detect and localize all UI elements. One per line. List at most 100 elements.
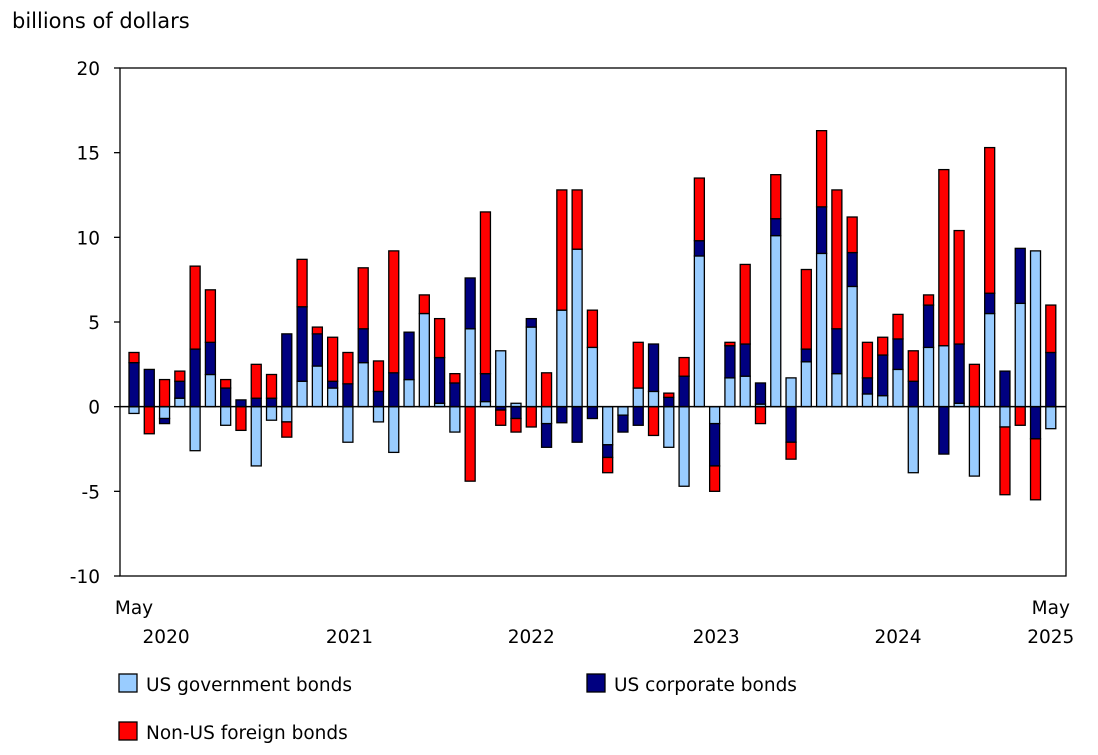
bar-group	[968, 363, 981, 477]
bar-segment-us-corporate-bonds	[250, 397, 262, 408]
bar-group	[984, 146, 996, 408]
bar-group	[403, 331, 415, 408]
bar-segment-non-us-foreign-bonds	[739, 263, 751, 345]
bar-segment-us-government-bonds	[1014, 302, 1026, 408]
bar-segment-non-us-foreign-bonds	[540, 372, 553, 408]
bar-segment-us-government-bonds	[449, 406, 461, 433]
bar-segment-us-corporate-bonds	[220, 387, 232, 408]
bar-segment-non-us-foreign-bonds	[388, 250, 400, 374]
y-tick-label: -5	[82, 482, 100, 503]
bar-segment-us-corporate-bonds	[158, 417, 171, 425]
bar-segment-non-us-foreign-bonds	[510, 417, 522, 433]
bar-segment-us-government-bonds	[693, 255, 706, 408]
bar-segment-non-us-foreign-bonds	[678, 356, 690, 377]
bar-segment-us-government-bonds	[708, 406, 721, 425]
x-tick-year-label: 2022	[508, 627, 555, 648]
bar-segment-non-us-foreign-bonds	[464, 406, 476, 482]
bar-group	[892, 313, 904, 408]
bar-segment-us-government-bonds	[296, 380, 308, 408]
bar-segment-non-us-foreign-bonds	[296, 258, 308, 308]
bar-segment-us-corporate-bonds	[708, 422, 721, 467]
bar-segment-non-us-foreign-bonds	[800, 268, 812, 350]
bar-group	[922, 294, 935, 408]
bar-segment-us-government-bonds	[770, 234, 782, 408]
y-axis-label: billions of dollars	[12, 9, 190, 33]
bar-segment-non-us-foreign-bonds	[220, 378, 232, 389]
bar-segment-us-corporate-bonds	[128, 361, 140, 408]
bar-segment-us-government-bonds	[265, 406, 278, 421]
bar-group	[708, 406, 721, 492]
legend-swatch-us-government-bonds	[118, 673, 138, 693]
bar-segment-us-corporate-bonds	[922, 304, 935, 349]
bar-group	[1029, 250, 1042, 501]
bar-segment-non-us-foreign-bonds	[281, 421, 293, 438]
bar-segment-non-us-foreign-bonds	[479, 211, 492, 375]
bar-segment-us-corporate-bonds	[433, 356, 446, 404]
bar-segment-us-corporate-bonds	[571, 406, 583, 443]
bar-segment-non-us-foreign-bonds	[174, 370, 186, 382]
bar-segment-us-government-bonds	[617, 406, 629, 416]
x-tick-year-label: 2023	[693, 627, 740, 648]
bar-group	[143, 368, 155, 435]
bar-segment-us-corporate-bonds	[984, 292, 996, 315]
legend-item-us-government-bonds: US government bonds	[118, 673, 352, 696]
bar-segment-non-us-foreign-bonds	[204, 289, 217, 343]
bar-segment-us-corporate-bonds	[449, 382, 461, 408]
bar-segment-us-corporate-bonds	[357, 328, 369, 364]
bar-segment-us-government-bonds	[861, 393, 874, 408]
y-tick-label: 15	[76, 144, 100, 165]
bar-segment-us-government-bonds	[724, 377, 736, 408]
bar-segment-us-government-bonds	[984, 312, 996, 408]
bar-group	[602, 406, 614, 474]
bar-group	[433, 317, 446, 408]
bar-group	[999, 370, 1011, 496]
bar-segment-us-government-bonds	[479, 400, 492, 408]
bar-segment-us-government-bonds	[174, 397, 186, 408]
bar-segment-us-government-bonds	[586, 346, 599, 408]
bar-segment-non-us-foreign-bonds	[311, 326, 324, 335]
bar-segment-non-us-foreign-bonds	[907, 350, 919, 382]
bar-segment-non-us-foreign-bonds	[953, 229, 965, 345]
bar-segment-us-government-bonds	[1029, 250, 1042, 408]
bar-group	[540, 372, 553, 448]
bar-segment-us-government-bonds	[647, 390, 660, 408]
bar-segment-non-us-foreign-bonds	[785, 441, 797, 460]
bar-segment-us-corporate-bonds	[1029, 406, 1042, 440]
bar-segment-non-us-foreign-bonds	[250, 363, 262, 399]
bar-group	[724, 341, 736, 408]
bar-group	[1014, 247, 1026, 426]
bar-segment-us-government-bonds	[663, 406, 675, 448]
bar-segment-us-corporate-bonds	[861, 377, 874, 395]
plot-frame	[119, 67, 1067, 577]
bar-segment-non-us-foreign-bonds	[708, 465, 721, 492]
bars	[128, 130, 1057, 501]
y-tick-label: -10	[70, 567, 100, 588]
bar-segment-non-us-foreign-bonds	[342, 351, 354, 385]
bar-segment-us-corporate-bonds	[479, 372, 492, 403]
bar-segment-us-government-bonds	[311, 365, 324, 408]
bar-segment-us-corporate-bonds	[846, 251, 858, 288]
legend-item-us-corporate-bonds: US corporate bonds	[586, 673, 797, 696]
bar-segment-us-government-bonds	[938, 345, 950, 408]
bar-group	[815, 130, 828, 408]
bar-group	[678, 356, 690, 487]
legend-label-non-us-foreign-bonds: Non-US foreign bonds	[146, 723, 348, 744]
bar-group	[235, 399, 247, 432]
bar-segment-us-corporate-bonds	[877, 354, 889, 397]
x-tick-month-label: May	[115, 598, 153, 619]
bar-segment-us-government-bonds	[464, 328, 476, 408]
bar-segment-us-government-bonds	[632, 387, 644, 408]
y-tick-label: 10	[76, 228, 100, 249]
x-tick-year-label: 2020	[143, 627, 190, 648]
y-tick-label: 20	[76, 59, 100, 80]
bar-group	[220, 378, 232, 426]
bar-segment-us-government-bonds	[678, 406, 690, 487]
bar-group	[785, 377, 797, 460]
bar-segment-us-corporate-bonds	[1045, 351, 1057, 408]
bar-segment-us-government-bonds	[922, 346, 935, 408]
bar-group	[265, 373, 278, 421]
bar-group	[418, 294, 430, 408]
bar-segment-us-government-bonds	[158, 406, 171, 420]
bar-segment-non-us-foreign-bonds	[831, 189, 843, 330]
bar-group	[800, 268, 812, 408]
